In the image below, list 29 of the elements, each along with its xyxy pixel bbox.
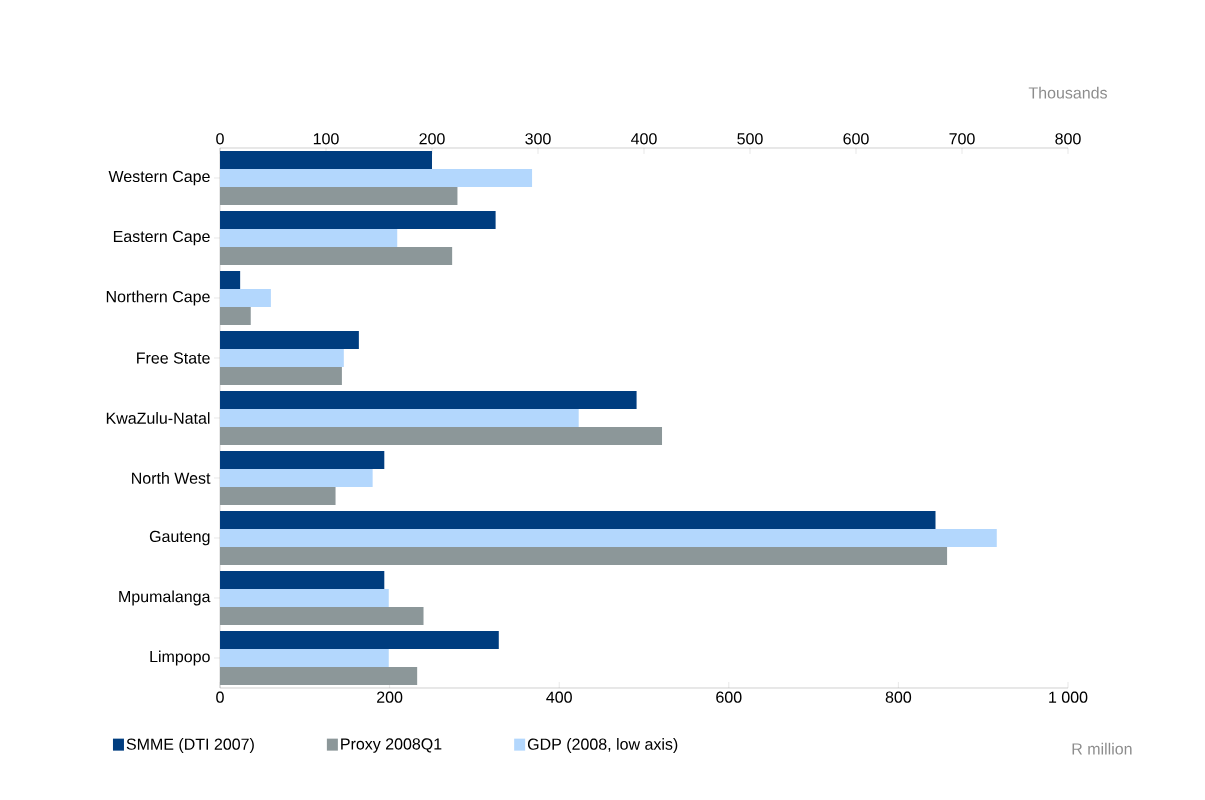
x2-tick-label: 100 <box>313 133 339 145</box>
legend-label: SMME (DTI 2007) <box>126 738 254 753</box>
y-tick-label: Gauteng <box>149 530 210 546</box>
x2-tick-label: 0 <box>216 133 224 145</box>
x2-axis-title: Thousands <box>1028 86 1107 99</box>
y-tick-label: North West <box>132 472 211 484</box>
y-tick-label: Northern Cape <box>106 290 210 306</box>
x2-tick-label: 500 <box>737 133 763 145</box>
y-tick-label: KwaZulu-Natal <box>106 412 210 424</box>
y-tick-label: Mpumalanga <box>119 590 211 606</box>
y-tick-label: Western Cape <box>108 170 210 186</box>
x-tick-label: 1 000 <box>1049 691 1088 703</box>
y-tick-label: Limpopo <box>150 650 210 666</box>
x2-tick-label: 600 <box>843 133 869 145</box>
x2-tick-label: 300 <box>525 133 551 145</box>
x2-tick-label: 400 <box>631 133 657 145</box>
x2-tick-label: 700 <box>949 133 975 145</box>
x2-tick-label: 200 <box>419 133 445 145</box>
x-tick-label: 0 <box>216 691 224 703</box>
x-tick-label: 600 <box>716 691 742 703</box>
x-tick-label: 800 <box>885 691 912 703</box>
y-tick-label: Eastern Cape <box>113 230 210 246</box>
legend-label: GDP (2008, low axis) <box>527 738 678 753</box>
x-axis-title: R million <box>1072 742 1132 755</box>
x2-tick-label: 800 <box>1055 133 1081 145</box>
x-tick-label: 200 <box>377 691 403 703</box>
x-tick-label: 400 <box>546 691 572 703</box>
y-tick-label: Free State <box>137 352 210 364</box>
legend-label: Proxy 2008Q1 <box>341 738 442 753</box>
